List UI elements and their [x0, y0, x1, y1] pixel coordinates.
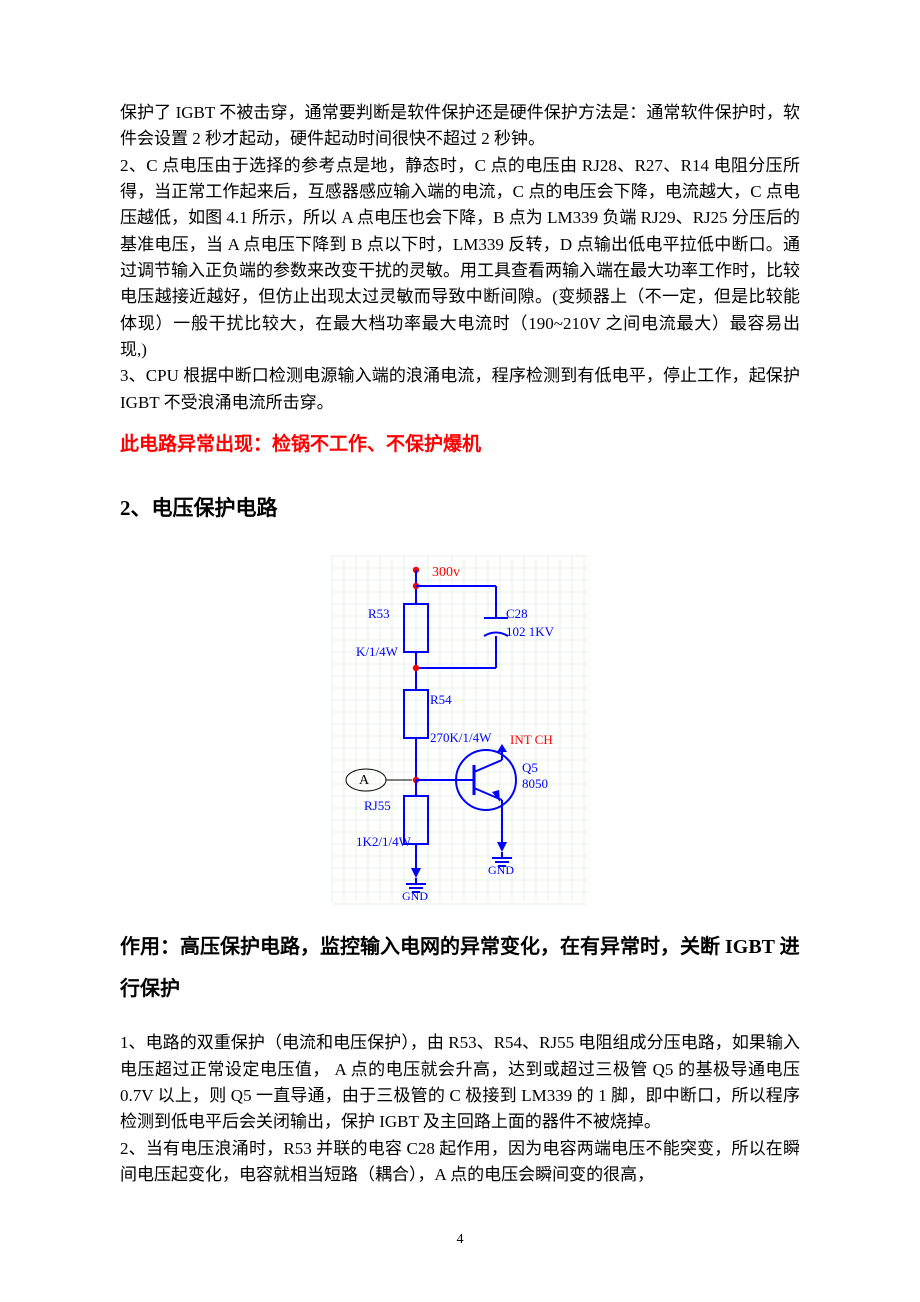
paragraph-3: 3、CPU 根据中断口检测电源输入端的浪涌电流，程序检测到有低电平，停止工作，起…	[120, 363, 800, 416]
svg-text:GND: GND	[402, 889, 428, 903]
voltage-protection-circuit-svg: 300v R53 K/1/4W C28 102 1KV R54 270K/1/4W INT C…	[326, 550, 594, 908]
paragraph-5: 2、当有电压浪涌时，R53 并联的电容 C28 起作用，因为电容两端电压不能突变…	[120, 1136, 800, 1189]
document-page: 保护了 IGBT 不被击穿，通常要判断是软件保护还是硬件保护方法是：通常软件保护…	[0, 0, 920, 1290]
svg-text:Q5: Q5	[522, 760, 538, 775]
paragraph-1: 保护了 IGBT 不被击穿，通常要判断是软件保护还是硬件保护方法是：通常软件保护…	[120, 100, 800, 153]
warning-line: 此电路异常出现：检锅不工作、不保护爆机	[120, 430, 800, 459]
page-number: 4	[120, 1229, 800, 1251]
paragraph-4: 1、电路的双重保护（电流和电压保护），由 R53、R54、RJ55 电阻组成分压…	[120, 1030, 800, 1135]
svg-text:1K2/1/4W: 1K2/1/4W	[356, 834, 412, 849]
svg-text:8050: 8050	[522, 776, 548, 791]
section-heading-2: 2、电压保护电路	[120, 492, 800, 525]
svg-text:RJ55: RJ55	[364, 798, 391, 813]
svg-text:K/1/4W: K/1/4W	[356, 644, 399, 659]
paragraph-2: 2、C 点电压由于选择的参考点是地，静态时，C 点的电压由 RJ28、R27、R…	[120, 153, 800, 364]
circuit-diagram: 300v R53 K/1/4W C28 102 1KV R54 270K/1/4W INT C…	[120, 550, 800, 916]
svg-text:270K/1/4W: 270K/1/4W	[430, 730, 492, 745]
svg-text:INT CH: INT CH	[510, 732, 553, 747]
svg-text:102 1KV: 102 1KV	[506, 624, 555, 639]
svg-text:300v: 300v	[432, 565, 460, 580]
svg-text:A: A	[359, 773, 370, 788]
svg-text:GND: GND	[488, 863, 514, 877]
svg-text:R54: R54	[430, 692, 452, 707]
function-heading: 作用：高压保护电路，监控输入电网的异常变化，在有异常时，关断 IGBT 进行保护	[120, 926, 800, 1010]
svg-text:R53: R53	[368, 606, 390, 621]
svg-text:C28: C28	[506, 606, 528, 621]
